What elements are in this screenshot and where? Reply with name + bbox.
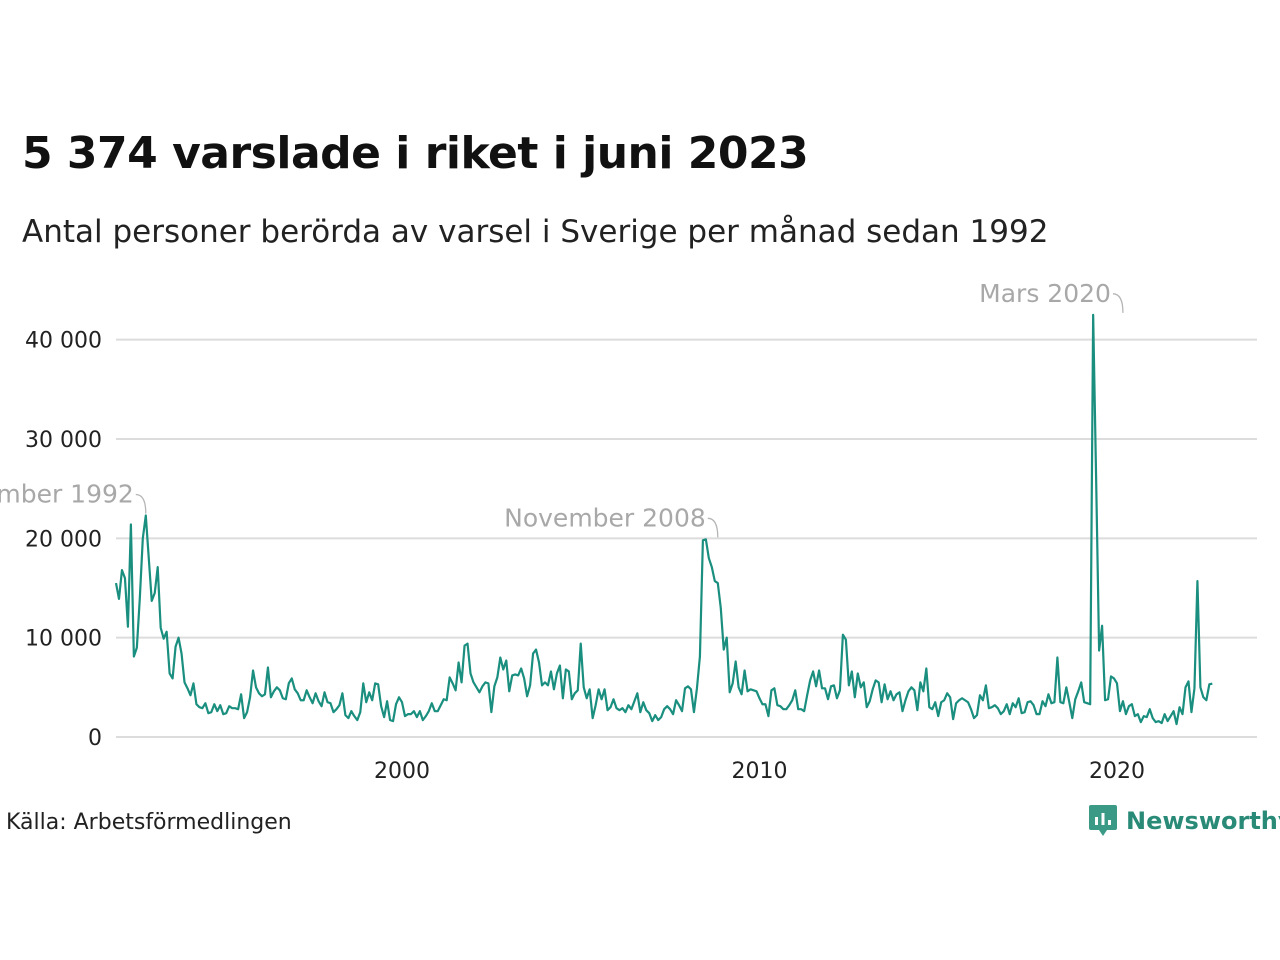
annotation-connector (135, 493, 147, 514)
gridlines (116, 338, 1257, 738)
brand-name: Newsworthy (1126, 807, 1280, 835)
y-tick-label: 0 (88, 726, 102, 751)
annotation-label: November 2008 (504, 503, 706, 532)
page-title: 5 374 varslade i riket i juni 2023 (22, 128, 809, 179)
y-axis: 0 10 000 20 000 30 000 40 000 (25, 329, 102, 751)
y-tick-label: 10 000 (25, 627, 102, 652)
annotations: November 1992 November 2008 Mars 2020 (0, 279, 1124, 538)
annotation-connector (1112, 293, 1124, 313)
annotation-connector (707, 517, 719, 538)
x-tick-label: 2000 (374, 759, 430, 784)
x-tick-label: 2010 (731, 759, 787, 784)
annotation-label: November 1992 (0, 479, 134, 508)
y-tick-label: 40 000 (25, 329, 102, 354)
x-tick-label: 2020 (1089, 759, 1145, 784)
y-tick-label: 20 000 (25, 527, 102, 552)
newsworthy-logo-icon (1089, 805, 1117, 836)
annotation-label: Mars 2020 (979, 279, 1111, 308)
y-tick-label: 30 000 (25, 428, 102, 453)
page-subtitle: Antal personer berörda av varsel i Sveri… (22, 214, 1049, 250)
series-line (114, 313, 1213, 726)
brand[interactable]: Newsworthy (1088, 803, 1280, 839)
x-axis: 2000 2010 2020 (374, 759, 1145, 784)
source-note: Källa: Arbetsförmedlingen (6, 810, 292, 835)
line-chart: 0 10 000 20 000 30 000 40 000 2000 2010 2020 N… (0, 279, 1257, 784)
